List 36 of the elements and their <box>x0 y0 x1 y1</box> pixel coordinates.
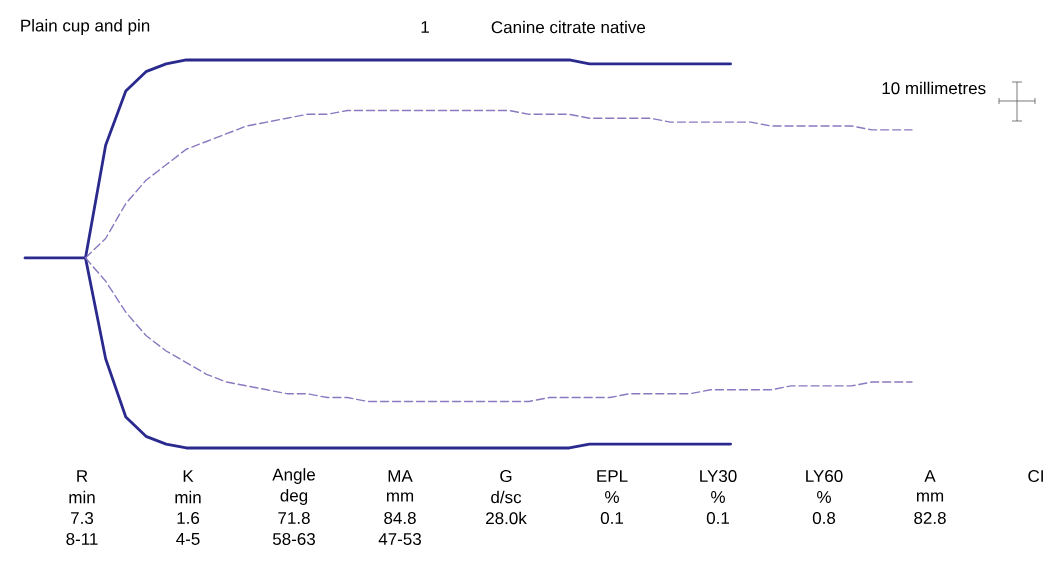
text: min <box>69 490 95 504</box>
text: 7.3 <box>71 511 94 525</box>
text: min <box>175 490 201 504</box>
text: Plain cup and pin <box>21 19 150 35</box>
text: LY60 <box>806 469 843 483</box>
text: 58-63 <box>272 532 315 546</box>
text: R <box>77 470 88 482</box>
text: % <box>605 491 619 503</box>
text: 71.8 <box>278 511 310 525</box>
text: 0.1 <box>600 511 623 525</box>
text: 1.6 <box>177 511 200 525</box>
text: G <box>500 469 512 483</box>
text: 0.1 <box>706 511 729 525</box>
annotation: 10 millimetres <box>882 81 986 95</box>
text: d/sc <box>491 490 522 504</box>
text: MA <box>388 470 413 482</box>
text: LY30 <box>700 469 737 483</box>
text: EPL <box>597 470 628 482</box>
text: 47-53 <box>378 532 421 546</box>
text: deg <box>280 489 308 505</box>
text: mm <box>386 492 414 502</box>
text: 84.8 <box>384 511 416 525</box>
text: K <box>183 470 194 482</box>
chart-title: Canine citrate native <box>491 20 646 34</box>
text: 1 <box>421 21 429 33</box>
text: A <box>924 470 936 482</box>
text: 8-11 <box>66 532 98 546</box>
text: 4-5 <box>176 533 200 545</box>
text: 82.8 <box>914 511 946 525</box>
text: % <box>711 491 725 503</box>
text: 0.8 <box>812 511 836 525</box>
text: 28.0k <box>486 511 527 525</box>
text: % <box>817 491 831 503</box>
text: mm <box>916 492 944 502</box>
text: CI <box>1028 469 1043 483</box>
text: Angle <box>272 468 315 484</box>
